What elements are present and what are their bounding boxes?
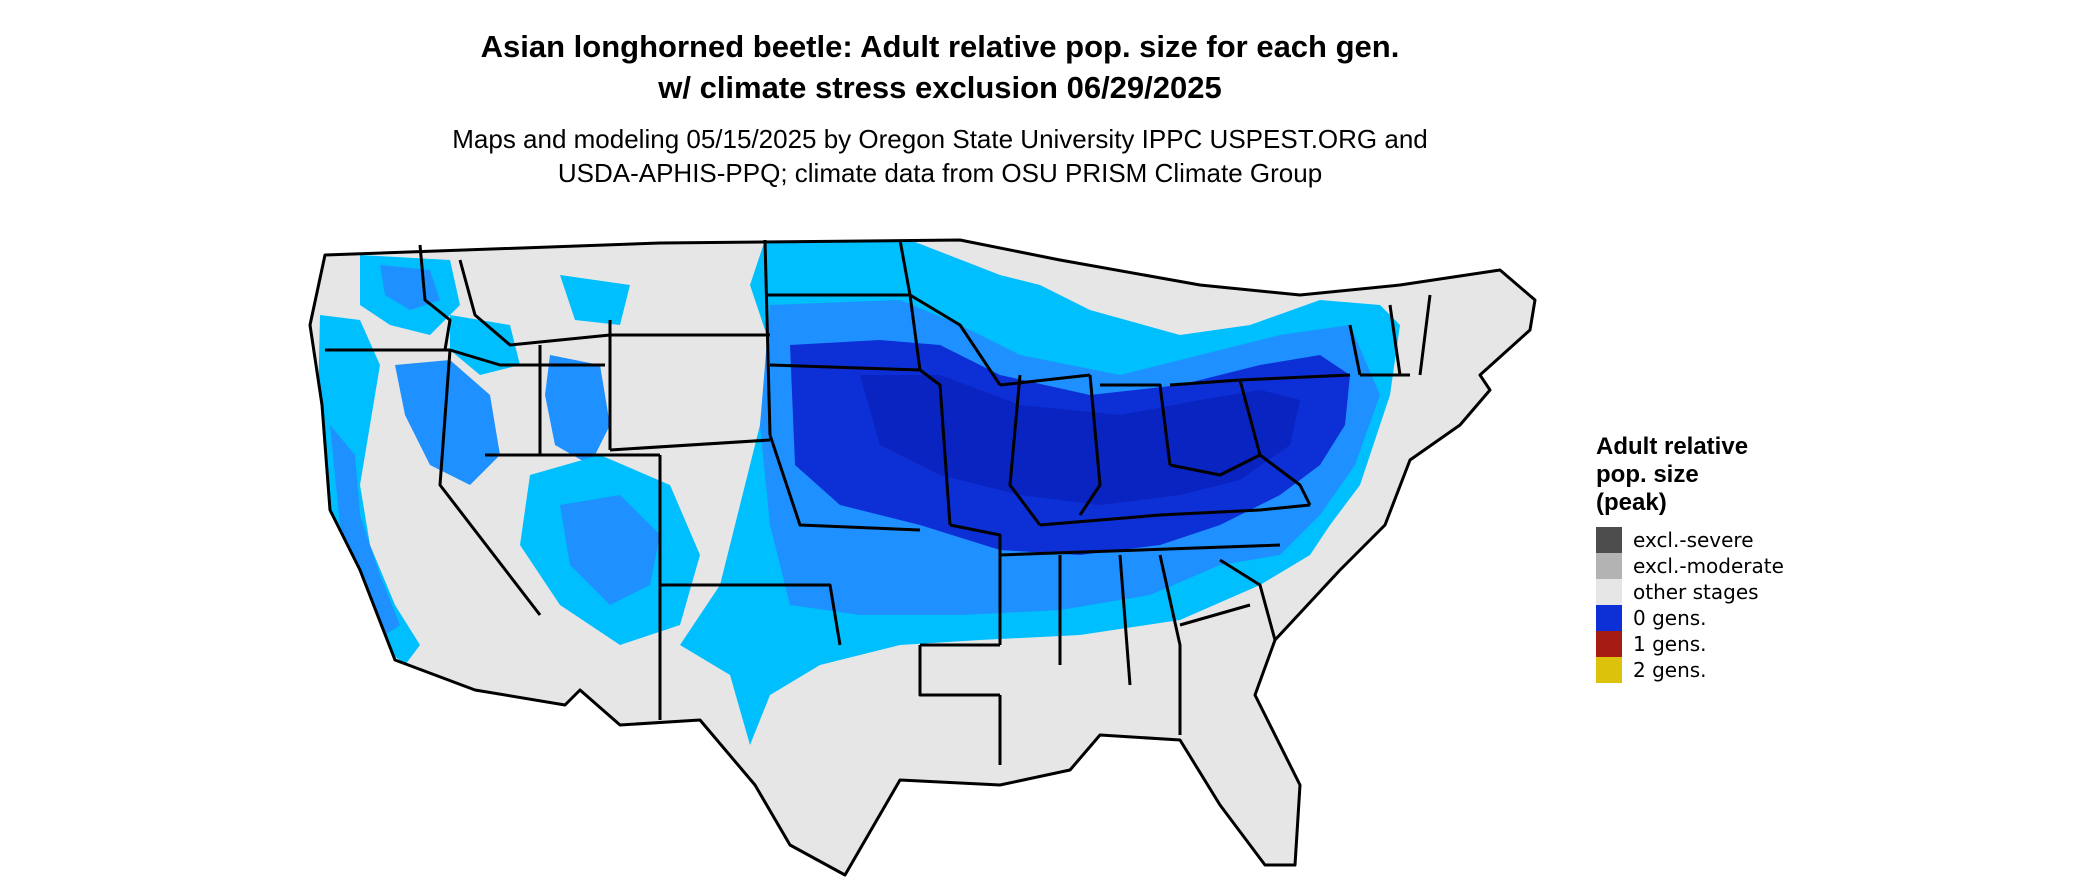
legend-item-excl-severe: excl.-severe: [1596, 527, 1896, 553]
legend-swatch: [1596, 553, 1622, 579]
legend-item-2-gens: 2 gens.: [1596, 657, 1896, 683]
region-montana-patch: [560, 275, 630, 325]
map-legend: Adult relative pop. size (peak) excl.-se…: [1596, 433, 1896, 683]
legend-swatch: [1596, 631, 1622, 657]
legend-label: excl.-moderate: [1633, 554, 1784, 578]
region-deep-blue-core: [860, 375, 1300, 505]
legend-swatch: [1596, 527, 1622, 553]
legend-item-excl-moderate: excl.-moderate: [1596, 553, 1896, 579]
title-line-1: Asian longhorned beetle: Adult relative …: [480, 29, 1400, 64]
legend-swatch: [1596, 579, 1622, 605]
legend-title-line-2: pop. size: [1596, 461, 1699, 488]
legend-label: other stages: [1633, 580, 1759, 604]
state-borders: [308, 238, 1537, 877]
region-west-coast-mid: [330, 425, 400, 635]
map-subtitle: Maps and modeling 05/15/2025 by Oregon S…: [0, 122, 1880, 190]
legend-label: 1 gens.: [1633, 632, 1707, 656]
title-line-2: w/ climate stress exclusion 06/29/2025: [658, 70, 1222, 105]
region-west-coast: [318, 315, 420, 665]
legend-title: Adult relative pop. size (peak): [1596, 433, 1896, 517]
legend-item-other-stages: other stages: [1596, 579, 1896, 605]
region-southwest-mid: [560, 495, 660, 605]
region-idaho-patch: [450, 315, 520, 375]
region-great-basin: [395, 360, 500, 485]
subtitle-line-2: USDA-APHIS-PPQ; climate data from OSU PR…: [557, 158, 1323, 188]
legend-item-0-gens: 0 gens.: [1596, 605, 1896, 631]
legend-title-line-1: Adult relative: [1596, 433, 1749, 460]
legend-swatch: [1596, 605, 1622, 631]
subtitle-line-1: Maps and modeling 05/15/2025 by Oregon S…: [452, 124, 1428, 154]
legend-label: 0 gens.: [1633, 606, 1707, 630]
legend-label: excl.-severe: [1633, 528, 1754, 552]
legend-label: 2 gens.: [1633, 658, 1707, 682]
legend-swatch: [1596, 657, 1622, 683]
region-colorado-rockies: [545, 355, 610, 465]
legend-item-1-gens: 1 gens.: [1596, 631, 1896, 657]
legend-title-line-3: (peak): [1596, 489, 1667, 516]
us-population-map: [308, 238, 1537, 877]
map-title: Asian longhorned beetle: Adult relative …: [0, 26, 1880, 108]
